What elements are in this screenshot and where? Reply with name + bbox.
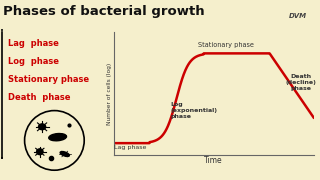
Text: Log
(exponential)
phase: Log (exponential) phase: [171, 102, 218, 119]
Ellipse shape: [60, 152, 69, 156]
Text: Log  phase: Log phase: [8, 57, 59, 66]
Text: •: •: [0, 156, 4, 162]
Text: Stationary phase: Stationary phase: [198, 42, 253, 48]
Text: Lag  phase: Lag phase: [8, 39, 59, 48]
Ellipse shape: [38, 124, 46, 130]
Text: Lag phase: Lag phase: [115, 145, 147, 150]
Text: Death  phase: Death phase: [8, 93, 70, 102]
Text: Death
(decline)
phase: Death (decline) phase: [285, 74, 316, 91]
Y-axis label: Number of cells (log): Number of cells (log): [107, 62, 111, 125]
Text: •: •: [0, 28, 4, 34]
Ellipse shape: [49, 134, 67, 141]
Text: DVM: DVM: [289, 13, 307, 19]
Text: Phases of bacterial growth: Phases of bacterial growth: [3, 5, 205, 18]
Text: Stationary phase: Stationary phase: [8, 75, 89, 84]
Ellipse shape: [36, 149, 43, 155]
X-axis label: Time: Time: [204, 156, 223, 165]
